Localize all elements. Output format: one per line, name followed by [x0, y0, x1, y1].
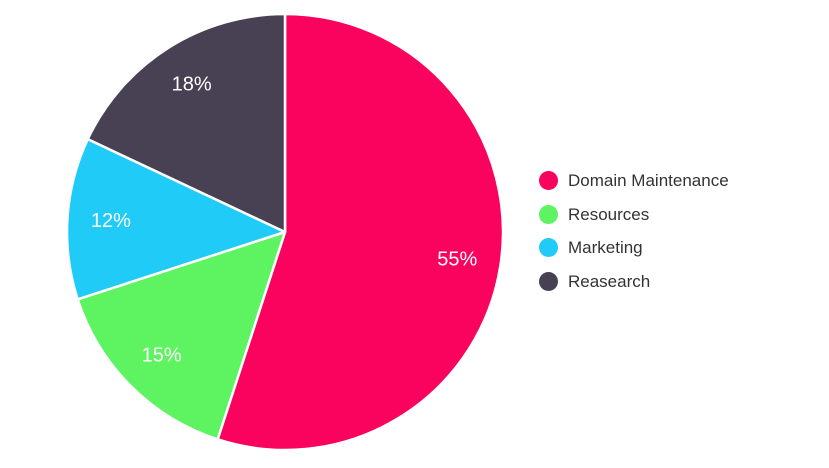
pie-slice-percentage-label: 12%: [91, 210, 131, 232]
pie-slice-reasearch: [86, 12, 287, 234]
legend-label: Marketing: [568, 238, 643, 257]
legend-swatch-icon: [539, 238, 558, 257]
legend-item-reasearch: Reasearch: [539, 271, 729, 291]
legend-item-resources: Resources: [539, 204, 729, 224]
legend-swatch-icon: [539, 204, 558, 224]
legend-label: Reasearch: [568, 271, 651, 291]
pie-slice-percentage-label: 18%: [172, 74, 212, 96]
legend-item-domain-maintenance: Domain Maintenance: [539, 171, 729, 190]
legend-item-marketing: Marketing: [539, 238, 729, 257]
legend-label: Resources: [568, 204, 650, 224]
pie-slice-marketing: [65, 137, 287, 301]
legend-label: Domain Maintenance: [568, 171, 729, 190]
pie-slice-percentage-label: 55%: [437, 248, 477, 270]
legend-swatch-icon: [539, 271, 558, 291]
pie-slice-percentage-label: 15%: [142, 344, 182, 366]
legend-swatch-icon: [539, 171, 558, 190]
chart-legend: Domain Maintenance Resources Marketing Reas…: [539, 171, 729, 305]
pie-slice-domain-maintenance: [216, 12, 505, 452]
